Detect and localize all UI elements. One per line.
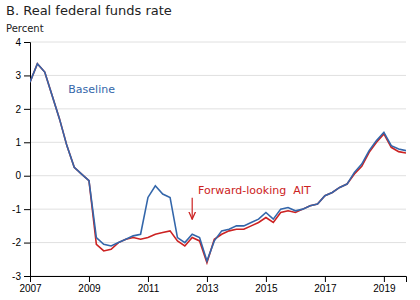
y-tick-mark	[24, 142, 30, 143]
y-tick: 1	[15, 137, 30, 148]
x-tick-label: 2009	[78, 283, 101, 294]
x-tick: 2017	[314, 276, 337, 294]
y-tick-mark	[24, 42, 30, 43]
grid-line	[30, 209, 406, 210]
grid-line	[30, 175, 406, 176]
y-tick-mark	[24, 75, 30, 76]
chart: 2007 2009 2011 2013 2015 2017 2019 -3 -2 -1 0 1 2 3 4 B…	[0, 0, 420, 300]
y-tick-label: -3	[12, 271, 21, 282]
x-tick-mark	[384, 276, 385, 282]
y-tick-mark	[24, 209, 30, 210]
y-tick: 3	[15, 70, 30, 81]
y-tick-mark	[24, 176, 30, 177]
grid-line	[30, 108, 406, 109]
y-axis-line	[24, 43, 31, 277]
y-tick-mark	[24, 109, 30, 110]
plot-area	[30, 64, 406, 263]
grid-line	[30, 242, 406, 243]
series-line	[30, 64, 406, 263]
x-tick-label: 2015	[255, 283, 278, 294]
x-tick: 2013	[196, 276, 219, 294]
y-label: Percent	[6, 23, 44, 34]
y-tick-label: -2	[12, 237, 21, 248]
x-tick-mark	[266, 276, 267, 282]
y-tick: -3	[12, 271, 30, 282]
x-tick: 2009	[78, 276, 101, 294]
x-tick: 2011	[138, 276, 160, 294]
grid-line	[30, 75, 406, 76]
annotation: Baseline	[68, 83, 115, 96]
annotation-arrow	[192, 198, 193, 219]
y-tick-label: 0	[15, 170, 21, 181]
y-tick-label: 2	[15, 104, 21, 115]
y-tick-label: 1	[15, 137, 21, 148]
y-axis: -3 -2 -1 0 1 2 3 4	[12, 37, 30, 282]
x-tick-label: 2007	[19, 283, 42, 294]
x-axis-line	[31, 277, 407, 283]
annotations: Baseline Forward-looking AIT	[68, 83, 311, 220]
y-tick: -2	[12, 237, 30, 248]
y-tick-label: 4	[15, 37, 21, 48]
y-tick-mark	[24, 276, 30, 277]
x-tick: 2019	[373, 276, 396, 294]
y-tick-label: 3	[15, 70, 21, 81]
x-tick-mark	[207, 276, 208, 282]
series-line	[30, 64, 406, 261]
x-tick-label: 2017	[314, 283, 337, 294]
x-tick-mark	[325, 276, 326, 282]
y-tick-label: -1	[12, 204, 21, 215]
y-tick: 2	[15, 104, 30, 115]
annotation: Forward-looking AIT	[198, 184, 311, 197]
y-tick: -1	[12, 204, 30, 215]
title: B. Real federal funds rate	[6, 3, 172, 18]
x-tick-label: 2019	[373, 283, 396, 294]
x-axis: 2007 2009 2011 2013 2015 2017 2019	[19, 276, 406, 294]
x-tick-label: 2011	[138, 283, 160, 294]
grid	[30, 42, 406, 276]
y-tick: 0	[15, 170, 30, 181]
x-tick-label: 2013	[196, 283, 219, 294]
x-tick-mark	[89, 276, 90, 282]
x-tick-mark	[148, 276, 149, 282]
grid-line	[30, 142, 406, 143]
grid-line	[30, 42, 406, 43]
y-tick-mark	[24, 243, 30, 244]
x-tick: 2015	[255, 276, 278, 294]
y-tick: 4	[15, 37, 30, 48]
x-tick: 2007	[19, 276, 42, 294]
